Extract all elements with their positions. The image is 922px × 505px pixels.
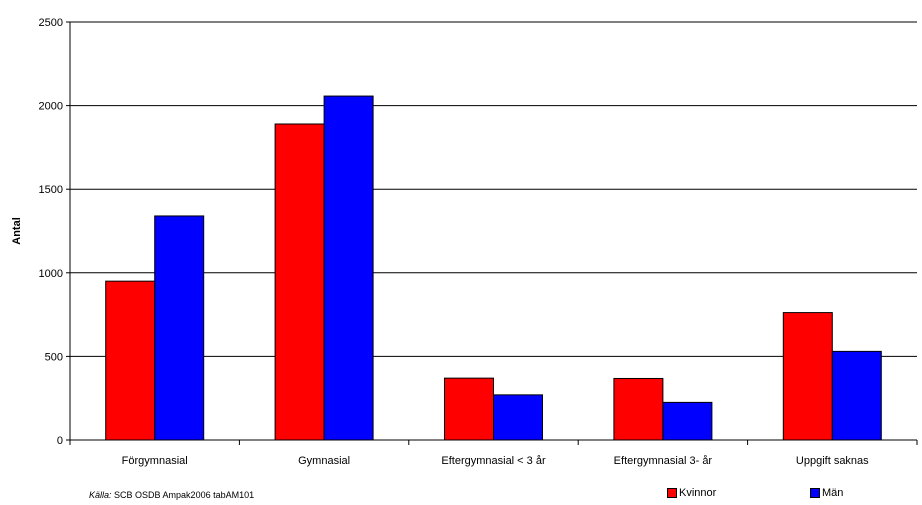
bar-kvinnor bbox=[274, 123, 325, 441]
legend-item-man: Män bbox=[810, 487, 843, 499]
x-tick-label: Eftergymnasial 3- år bbox=[614, 455, 713, 467]
bar-kvinnor bbox=[782, 312, 833, 441]
legend-label-kvinnor: Kvinnor bbox=[679, 487, 717, 499]
y-axis-label: Antal bbox=[11, 217, 23, 245]
source-text: SCB OSDB Ampak2006 tabAM101 bbox=[114, 490, 255, 500]
y-tick-label: 0 bbox=[57, 435, 63, 447]
axes bbox=[66, 21, 918, 445]
x-tick-labels: Förgymnasial Gymnasial Eftergymnasial < 3 … bbox=[122, 455, 869, 467]
y-tick-label: 500 bbox=[45, 351, 63, 363]
legend-swatch-kvinnor bbox=[667, 488, 677, 498]
bar-kvinnor bbox=[613, 377, 664, 441]
bars bbox=[105, 95, 882, 441]
bar-kvinnor bbox=[105, 280, 156, 441]
x-tick-label: Eftergymnasial < 3 år bbox=[441, 455, 546, 467]
legend-swatch-man bbox=[810, 488, 820, 498]
source-prefix: Källa: bbox=[89, 490, 112, 500]
x-tick-label: Gymnasial bbox=[298, 455, 350, 467]
y-tick-label: 1000 bbox=[39, 268, 63, 280]
legend-label-man: Män bbox=[822, 487, 844, 499]
legend-item-kvinnor: Kvinnor bbox=[667, 487, 716, 499]
bar-man bbox=[831, 350, 882, 441]
x-tick-label: Uppgift saknas bbox=[796, 455, 869, 467]
source-note: Källa: SCB OSDB Ampak2006 tabAM101 bbox=[89, 490, 254, 500]
y-tick-label: 1500 bbox=[39, 184, 63, 196]
bar-man bbox=[662, 401, 713, 441]
gridlines bbox=[70, 21, 917, 357]
y-tick-label: 2000 bbox=[39, 101, 63, 113]
y-tick-label: 2500 bbox=[39, 17, 63, 29]
bar-kvinnor bbox=[444, 377, 494, 441]
bar-man bbox=[154, 215, 205, 441]
bar-man bbox=[493, 394, 543, 441]
y-tick-labels: 0 500 1000 1500 2000 2500 bbox=[39, 17, 63, 447]
bar-man bbox=[323, 95, 374, 441]
x-tick-label: Förgymnasial bbox=[122, 455, 188, 467]
